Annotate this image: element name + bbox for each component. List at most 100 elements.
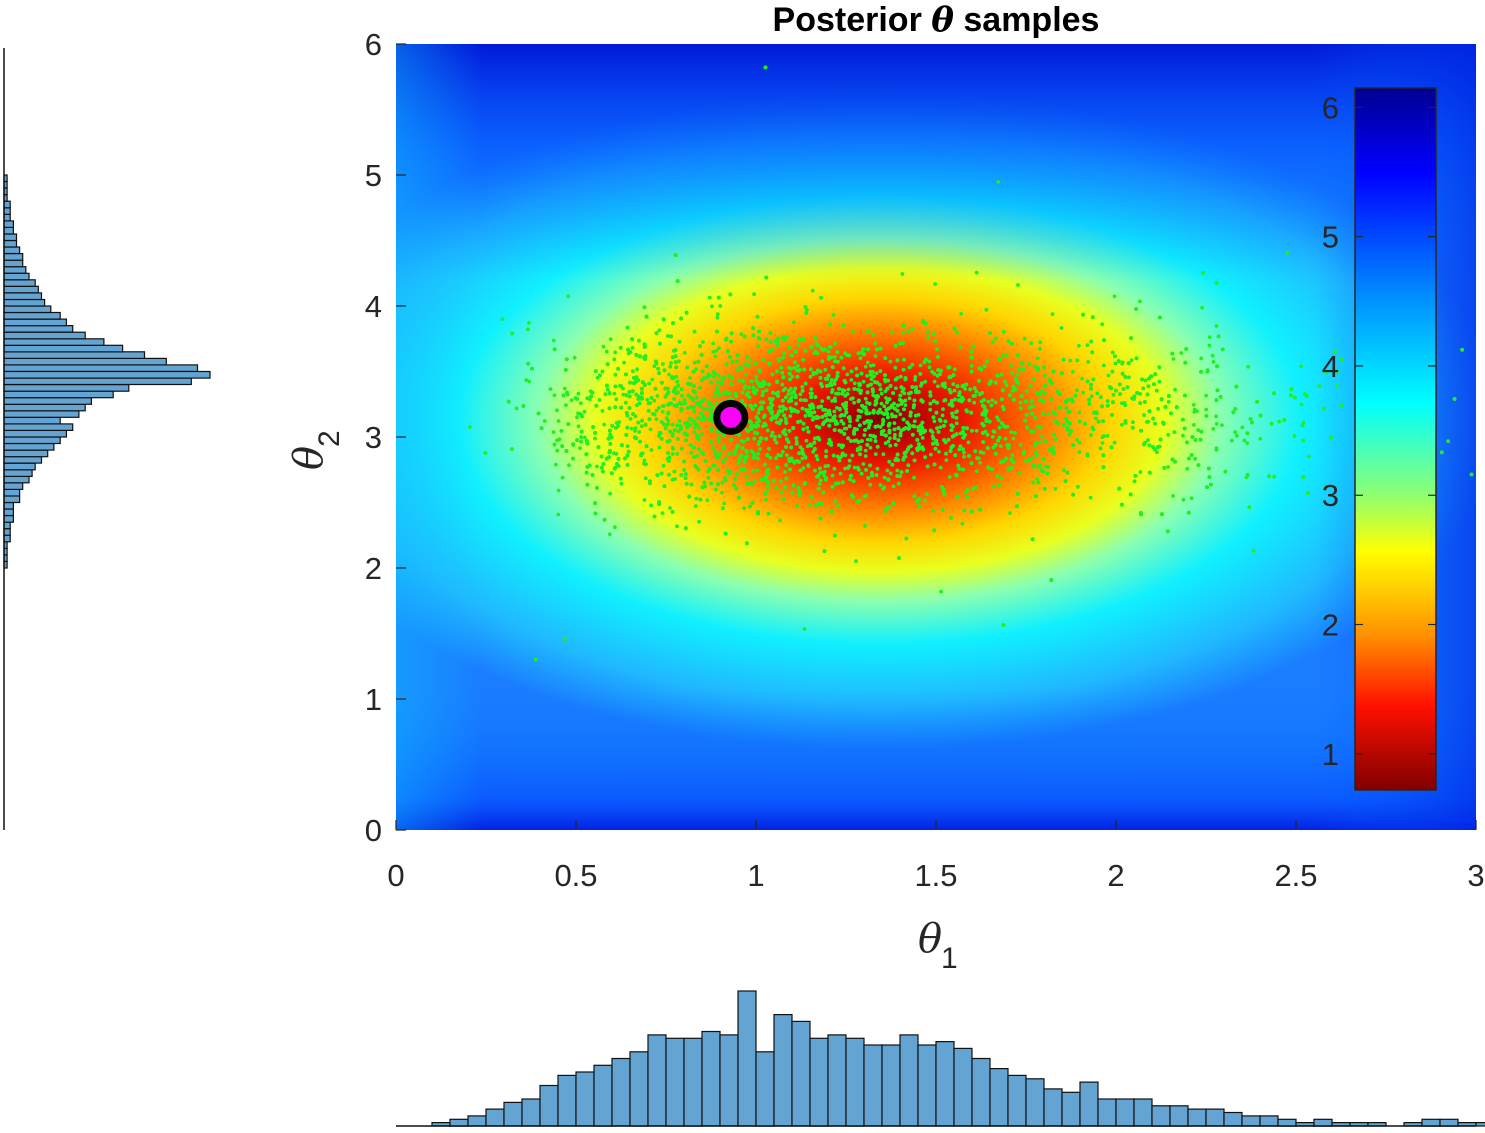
- sample-point: [527, 321, 531, 325]
- sample-point: [537, 412, 541, 416]
- sample-point: [897, 482, 901, 486]
- sample-point: [996, 180, 1000, 184]
- sample-point: [630, 427, 634, 431]
- sample-point: [974, 390, 978, 394]
- colorbar-scale: [1355, 88, 1436, 790]
- sample-point: [910, 451, 914, 455]
- sample-point: [660, 381, 664, 385]
- sample-point: [735, 487, 739, 491]
- sample-point: [900, 470, 904, 474]
- sample-point: [936, 355, 940, 359]
- sample-point: [1245, 441, 1249, 445]
- sample-point: [640, 387, 644, 391]
- sample-point: [1075, 359, 1079, 363]
- sample-point: [671, 510, 675, 514]
- sample-point: [854, 367, 858, 371]
- sample-point: [808, 503, 812, 507]
- sample-point: [1301, 439, 1305, 443]
- sample-point: [809, 375, 813, 379]
- sample-point: [1111, 351, 1115, 355]
- sample-point: [870, 377, 874, 381]
- sample-point: [962, 384, 966, 388]
- sample-point: [916, 500, 920, 504]
- sample-point: [1091, 378, 1095, 382]
- sample-point: [631, 369, 635, 373]
- sample-point: [1126, 385, 1130, 389]
- sample-point: [1049, 398, 1053, 402]
- sample-point: [963, 433, 967, 437]
- sample-point: [942, 438, 946, 442]
- sample-point: [714, 355, 718, 359]
- sample-point: [598, 373, 602, 377]
- sample-point: [654, 360, 658, 364]
- sample-point: [614, 373, 618, 377]
- sample-point: [905, 469, 909, 473]
- sample-point: [852, 401, 856, 405]
- sample-point: [863, 421, 867, 425]
- sample-point: [1139, 429, 1143, 433]
- sample-point: [910, 385, 914, 389]
- sample-point: [560, 444, 564, 448]
- sample-point: [1102, 465, 1106, 469]
- sample-point: [673, 477, 677, 481]
- sample-point: [780, 371, 784, 375]
- sample-point: [771, 431, 775, 435]
- sample-point: [858, 415, 862, 419]
- sample-point: [996, 374, 1000, 378]
- sample-point: [990, 403, 994, 407]
- sample-point: [796, 375, 800, 379]
- sample-point: [1078, 441, 1082, 445]
- sample-point: [766, 488, 770, 492]
- sample-point: [1111, 400, 1115, 404]
- sample-point: [647, 409, 651, 413]
- sample-point: [733, 452, 737, 456]
- sample-point: [849, 397, 853, 401]
- sample-point: [1071, 443, 1075, 447]
- sample-point: [692, 455, 696, 459]
- sample-point: [853, 427, 857, 431]
- sample-point: [879, 347, 883, 351]
- sample-point: [1028, 406, 1032, 410]
- sample-point: [898, 412, 902, 416]
- sample-point: [864, 449, 868, 453]
- sample-point: [775, 486, 779, 490]
- sample-point: [988, 382, 992, 386]
- sample-point: [751, 469, 755, 473]
- sample-point: [1132, 397, 1136, 401]
- sample-point: [607, 455, 611, 459]
- sample-point: [709, 440, 713, 444]
- sample-point: [840, 356, 844, 360]
- sample-point: [881, 419, 885, 423]
- sample-point: [866, 391, 870, 395]
- sample-point: [684, 476, 688, 480]
- sample-point: [885, 507, 889, 511]
- sample-point: [785, 437, 789, 441]
- sample-point: [1069, 359, 1073, 363]
- sample-point: [1120, 423, 1124, 427]
- sample-point: [1106, 434, 1110, 438]
- sample-point: [980, 413, 984, 417]
- sample-point: [900, 385, 904, 389]
- sample-point: [1041, 470, 1045, 474]
- sample-point: [720, 381, 724, 385]
- sample-point: [645, 315, 649, 319]
- sample-point: [882, 452, 886, 456]
- sample-point: [643, 498, 647, 502]
- sample-point: [924, 358, 928, 362]
- sample-point: [577, 424, 581, 428]
- sample-point: [994, 401, 998, 405]
- sample-point: [616, 367, 620, 371]
- sample-point: [1058, 406, 1062, 410]
- sample-point: [671, 321, 675, 325]
- sample-point: [876, 445, 880, 449]
- sample-point: [1209, 483, 1213, 487]
- sample-point: [901, 323, 905, 327]
- sample-point: [1100, 404, 1104, 408]
- sample-point: [695, 423, 699, 427]
- sample-point: [951, 382, 955, 386]
- sample-point: [565, 449, 569, 453]
- sample-point: [911, 424, 915, 428]
- sample-point: [644, 476, 648, 480]
- sample-point: [868, 423, 872, 427]
